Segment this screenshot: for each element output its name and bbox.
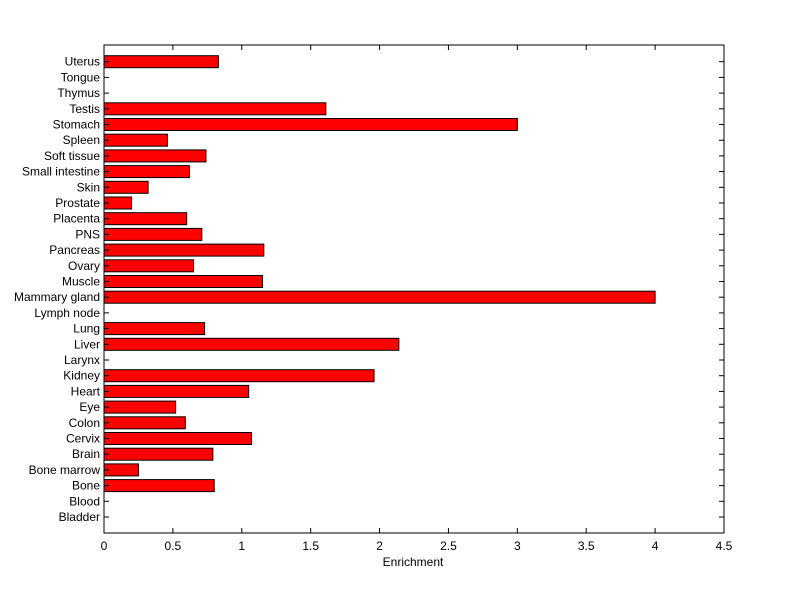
y-tick-label: Mammary gland bbox=[14, 290, 100, 304]
y-tick-label: Ovary bbox=[68, 259, 100, 273]
x-axis-ticks: 0 0.5 1 1.5 2 2.5 3 3.5 4 4.5 bbox=[101, 45, 733, 553]
y-tick-label: Bone bbox=[72, 479, 100, 493]
y-tick-label: Blood bbox=[69, 494, 100, 508]
y-tick-label: Tongue bbox=[61, 70, 101, 84]
x-tick-label: 1.5 bbox=[302, 539, 319, 553]
x-tick-label: 3.5 bbox=[578, 539, 595, 553]
bar-lung bbox=[103, 322, 206, 336]
bar-eye bbox=[103, 400, 177, 414]
x-tick-label: 2 bbox=[376, 539, 383, 553]
y-tick-label: Testis bbox=[69, 102, 100, 116]
y-tick-label: Liver bbox=[74, 337, 100, 351]
bar-spleen bbox=[103, 133, 168, 147]
bar-heart bbox=[103, 384, 250, 398]
bar-uterus bbox=[103, 55, 219, 69]
bar-mammary-gland bbox=[103, 290, 656, 304]
x-tick-label: 1 bbox=[238, 539, 245, 553]
y-tick-label: Thymus bbox=[57, 86, 100, 100]
bar-stomach bbox=[103, 118, 518, 131]
y-tick-label: Lymph node bbox=[34, 306, 100, 320]
y-tick-label: Uterus bbox=[65, 55, 100, 69]
y-tick-label: Brain bbox=[72, 447, 100, 461]
x-tick-label: 4.5 bbox=[716, 539, 733, 553]
y-tick-label: Heart bbox=[71, 384, 101, 398]
y-tick-label: Placenta bbox=[53, 212, 100, 226]
y-tick-label: Pancreas bbox=[49, 243, 100, 257]
x-tick-label: 3 bbox=[514, 539, 521, 553]
bar-testis bbox=[103, 102, 327, 116]
bar-pns bbox=[103, 227, 203, 241]
y-tick-label: Cervix bbox=[66, 432, 100, 446]
y-tick-label: Colon bbox=[69, 416, 100, 430]
bar-pancreas bbox=[103, 243, 265, 257]
y-tick-label: Larynx bbox=[64, 353, 100, 367]
bar-kidney bbox=[103, 369, 375, 383]
y-tick-label: Stomach bbox=[53, 118, 100, 132]
bar-cervix bbox=[103, 432, 252, 445]
y-tick-label: Prostate bbox=[55, 196, 100, 210]
bar-ovary bbox=[103, 259, 195, 273]
y-tick-label: PNS bbox=[75, 227, 100, 241]
bar-bone bbox=[103, 479, 215, 493]
bar-muscle bbox=[103, 275, 263, 288]
x-tick-label: 0 bbox=[101, 539, 108, 553]
bar-skin bbox=[103, 180, 149, 194]
y-tick-label: Eye bbox=[79, 400, 100, 414]
y-tick-label: Small intestine bbox=[22, 165, 100, 179]
bar-soft-tissue bbox=[103, 149, 207, 163]
bar-liver bbox=[103, 337, 400, 351]
y-tick-label: Spleen bbox=[63, 133, 100, 147]
bar-bone-marrow bbox=[103, 463, 139, 477]
y-tick-label: Bladder bbox=[59, 510, 100, 524]
bar-brain bbox=[103, 447, 214, 461]
axes-box bbox=[103, 44, 725, 534]
bar-small-intestine bbox=[103, 165, 190, 179]
bar-colon bbox=[103, 416, 186, 430]
y-tick-label: Kidney bbox=[63, 369, 100, 383]
y-tick-label: Bone marrow bbox=[29, 463, 101, 477]
bar-placenta bbox=[103, 212, 188, 226]
y-tick-label: Lung bbox=[73, 322, 100, 336]
x-tick-label: 0.5 bbox=[165, 539, 182, 553]
x-axis-label: Enrichment bbox=[383, 555, 444, 569]
y-tick-label: Muscle bbox=[62, 275, 100, 289]
y-tick-label: Soft tissue bbox=[44, 149, 100, 163]
x-tick-label: 4 bbox=[652, 539, 659, 553]
y-tick-label: Skin bbox=[77, 180, 100, 194]
x-tick-label: 2.5 bbox=[440, 539, 457, 553]
